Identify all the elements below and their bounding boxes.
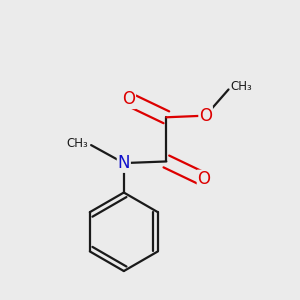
Text: O: O: [199, 106, 212, 124]
Text: O: O: [122, 90, 135, 108]
Text: N: N: [118, 154, 130, 172]
Text: O: O: [197, 170, 211, 188]
Text: CH₃: CH₃: [66, 137, 88, 150]
Text: CH₃: CH₃: [230, 80, 252, 93]
